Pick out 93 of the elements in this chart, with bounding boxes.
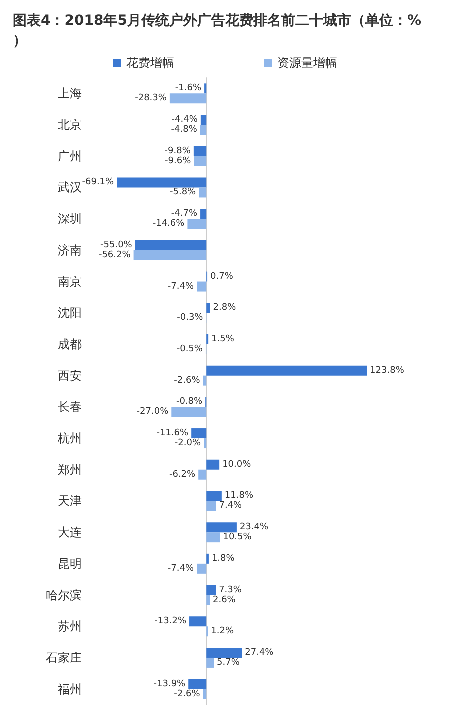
data-label: 0.7% [210,272,234,282]
data-label: 5.7% [217,658,240,668]
data-label: -13.2% [154,616,187,627]
y-tick-label: 南京 [58,274,82,289]
data-label: 27.4% [245,648,274,658]
bar [206,595,210,606]
data-label: -4.7% [171,209,198,220]
bar [134,250,207,260]
data-label: 7.3% [219,585,242,596]
bar [206,648,242,658]
data-label: -2.6% [174,689,201,700]
data-label: -6.2% [169,470,196,480]
bar [206,532,220,543]
data-label: -56.2% [98,250,132,260]
y-tick-label: 西安 [58,368,82,383]
data-label: -7.4% [168,282,194,292]
data-label: -5.8% [170,188,197,198]
data-label: 11.8% [224,491,254,502]
data-label: -13.9% [154,679,186,690]
y-tick-label: 深圳 [58,212,82,226]
bar [206,658,214,668]
y-tick-label: 昆明 [58,556,82,571]
y-tick-label: 长春 [58,400,82,414]
data-label: 23.4% [240,522,269,533]
data-label: -2.6% [174,376,201,386]
data-label: -4.8% [171,125,198,136]
data-label: 10.5% [223,532,252,543]
bar [206,366,368,376]
chart-title: 图表4：2018年5月传统户外广告花费排名前二十城市（单位：%） [13,12,422,49]
bar [200,125,207,136]
legend-label: 资源量增幅 [278,56,338,70]
bar [188,219,207,230]
bar [188,679,207,690]
data-label: -11.6% [156,428,190,439]
bar [206,585,216,596]
y-tick-label: 苏州 [58,620,82,634]
bar [135,240,207,250]
data-label: 1.8% [212,554,236,564]
bar [206,491,222,502]
data-label: -0.3% [177,313,204,324]
bar [204,438,207,449]
y-tick-label: 石家庄 [46,650,82,665]
y-tick-label: 武汉 [58,180,82,195]
bar [170,94,207,104]
data-label: -27.0% [136,407,170,418]
y-tick-label: 成都 [58,337,82,352]
bar [194,156,207,166]
bar [197,282,207,292]
bar [200,209,207,220]
data-label: -9.8% [164,146,192,156]
data-label: -7.4% [168,564,194,574]
y-tick-label: 福州 [58,682,82,696]
data-label: 10.0% [222,460,252,470]
y-tick-label: 哈尔滨 [46,588,82,602]
y-tick-label: 广州 [58,149,82,164]
bar [206,522,237,533]
legend-label: 花费增幅 [126,56,174,70]
data-label: -69.1% [82,178,115,188]
bar [200,115,207,126]
bar [206,303,210,314]
bar [190,616,207,627]
bar [206,460,220,470]
data-label: 123.8% [370,366,405,376]
data-label: 1.5% [212,334,235,344]
data-label: 7.4% [219,501,243,512]
y-tick-label: 郑州 [58,462,82,477]
y-tick-label: 大连 [58,526,82,540]
y-tick-label: 北京 [58,118,82,132]
y-tick-label: 天津 [58,494,82,508]
bar [198,470,207,480]
data-label: -0.8% [176,397,204,408]
bar [117,178,207,188]
data-label: -0.5% [176,344,204,354]
y-tick-label: 上海 [58,86,82,101]
data-label: 2.6% [212,595,236,606]
bar [199,188,207,198]
bar [192,428,207,439]
y-tick-label: 济南 [58,243,82,258]
bar [172,407,207,418]
bar [197,564,207,574]
data-label: -28.3% [135,94,168,104]
bar [194,146,207,156]
data-label: 1.2% [211,626,234,637]
bar [206,501,216,512]
data-label: -1.6% [175,84,202,94]
data-label: -4.4% [172,115,198,126]
data-label: 2.8% [213,303,237,314]
data-label: -55.0% [100,240,133,250]
y-tick-label: 沈阳 [58,306,82,320]
data-label: -14.6% [152,219,186,230]
y-tick-label: 杭州 [57,432,82,446]
data-label: -9.6% [165,156,192,166]
data-label: -2.0% [174,438,202,449]
